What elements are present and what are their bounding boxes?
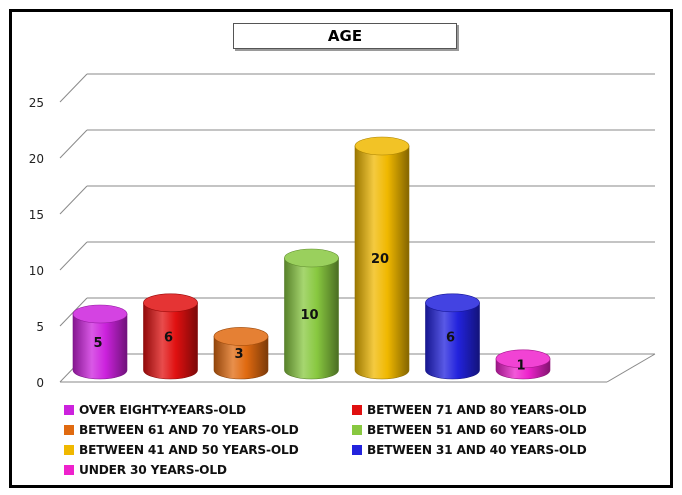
- legend-label: BETWEEN 71 AND 80 YEARS-OLD: [367, 403, 587, 417]
- legend-swatch: [352, 405, 362, 415]
- legend-label: OVER EIGHTY-YEARS-OLD: [79, 403, 246, 417]
- legend-item: BETWEEN 31 AND 40 YEARS-OLD: [352, 441, 652, 459]
- data-label: 20: [371, 252, 389, 267]
- chart-legend: OVER EIGHTY-YEARS-OLD BETWEEN 71 AND 80 Y…: [64, 401, 664, 479]
- bar-top: [213, 327, 269, 346]
- bar: [425, 302, 480, 380]
- legend-item: BETWEEN 41 AND 50 YEARS-OLD: [64, 441, 352, 459]
- chart-plot-area: 0 5 10 15 20 25 5 6 3 10 20 6 1: [29, 73, 656, 390]
- data-label: 3: [234, 347, 243, 362]
- gridline-side: [59, 73, 88, 103]
- gridline-side: [59, 185, 88, 215]
- legend-swatch: [352, 445, 362, 455]
- data-label: 5: [93, 336, 102, 351]
- legend-label: BETWEEN 41 AND 50 YEARS-OLD: [79, 443, 299, 457]
- legend-label: UNDER 30 YEARS-OLD: [79, 463, 227, 477]
- y-tick-label: 0: [36, 376, 44, 390]
- bar: [213, 336, 269, 380]
- legend-item: BETWEEN 61 AND 70 YEARS-OLD: [64, 421, 352, 439]
- data-label: 10: [300, 308, 318, 323]
- legend-swatch: [64, 445, 74, 455]
- data-label: 6: [164, 330, 173, 345]
- legend-swatch: [64, 425, 74, 435]
- legend-item: OVER EIGHTY-YEARS-OLD: [64, 401, 352, 419]
- legend-label: BETWEEN 61 AND 70 YEARS-OLD: [79, 423, 299, 437]
- data-label: 1: [516, 358, 525, 373]
- y-tick-label: 5: [36, 320, 44, 334]
- bar-top: [143, 293, 198, 313]
- legend-swatch: [352, 425, 362, 435]
- chart-title: AGE: [327, 27, 363, 45]
- bar: [284, 257, 339, 380]
- chart-title-box: AGE: [233, 23, 457, 49]
- bar-top: [425, 293, 480, 313]
- gridline-side: [59, 129, 88, 159]
- y-tick-label: 20: [29, 152, 44, 166]
- bar-top: [354, 136, 410, 156]
- legend-swatch: [64, 405, 74, 415]
- data-label: 6: [446, 330, 455, 345]
- y-tick-label: 10: [29, 264, 44, 278]
- bar: [143, 302, 198, 380]
- bar-top: [72, 304, 128, 324]
- chart-frame: AGE 0 5 10 15 20 25 5 6 3 10 20 6 1 OVER EIGHTY-YEAR…: [9, 9, 673, 488]
- floor-right-edge: [606, 353, 656, 383]
- legend-item: BETWEEN 51 AND 60 YEARS-OLD: [352, 421, 652, 439]
- bar-top: [284, 248, 339, 268]
- legend-swatch: [64, 465, 74, 475]
- bar-top: [495, 349, 551, 369]
- y-tick-label: 25: [29, 96, 44, 110]
- legend-label: BETWEEN 31 AND 40 YEARS-OLD: [367, 443, 587, 457]
- legend-item: UNDER 30 YEARS-OLD: [64, 461, 352, 479]
- gridline-side: [59, 241, 88, 271]
- bar: [72, 313, 128, 380]
- y-tick-label: 15: [29, 208, 44, 222]
- legend-item: BETWEEN 71 AND 80 YEARS-OLD: [352, 401, 652, 419]
- bar: [354, 145, 410, 380]
- legend-label: BETWEEN 51 AND 60 YEARS-OLD: [367, 423, 587, 437]
